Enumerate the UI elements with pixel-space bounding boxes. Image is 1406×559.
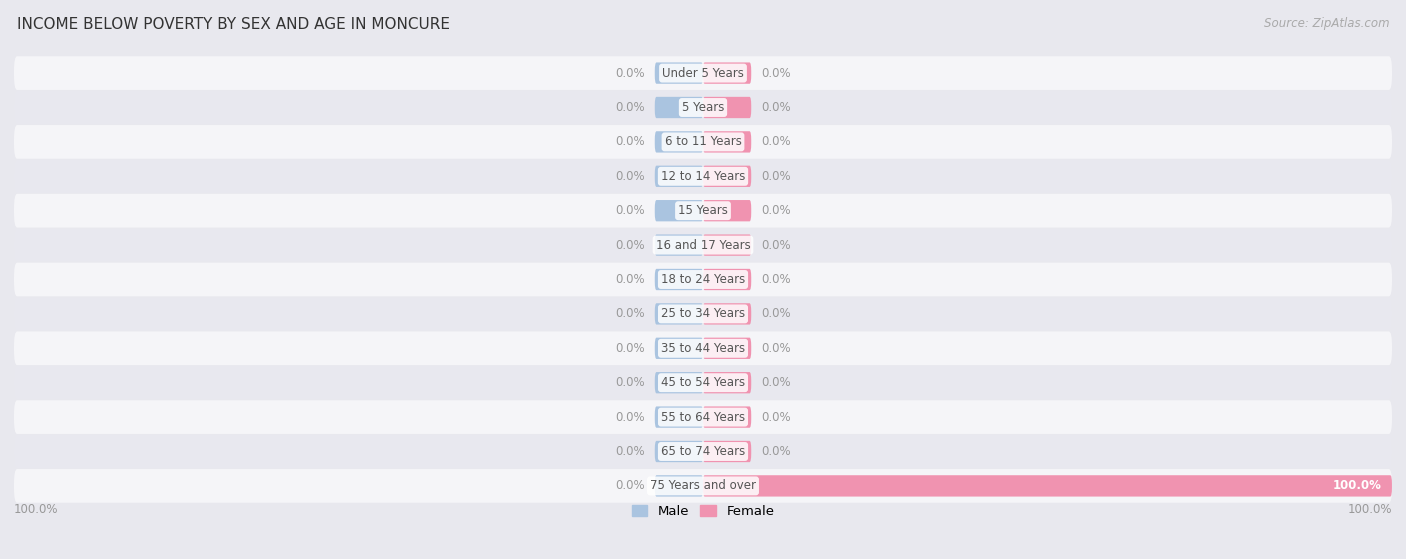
FancyBboxPatch shape xyxy=(655,97,703,118)
FancyBboxPatch shape xyxy=(703,234,751,256)
FancyBboxPatch shape xyxy=(14,297,1392,331)
Text: 0.0%: 0.0% xyxy=(762,445,792,458)
FancyBboxPatch shape xyxy=(703,406,751,428)
Text: 0.0%: 0.0% xyxy=(762,101,792,114)
Text: 0.0%: 0.0% xyxy=(762,273,792,286)
FancyBboxPatch shape xyxy=(14,194,1392,228)
Text: 0.0%: 0.0% xyxy=(614,445,644,458)
FancyBboxPatch shape xyxy=(703,338,751,359)
Text: 100.0%: 100.0% xyxy=(1347,503,1392,516)
Text: 25 to 34 Years: 25 to 34 Years xyxy=(661,307,745,320)
FancyBboxPatch shape xyxy=(655,441,703,462)
FancyBboxPatch shape xyxy=(703,303,751,325)
Text: 65 to 74 Years: 65 to 74 Years xyxy=(661,445,745,458)
Text: 16 and 17 Years: 16 and 17 Years xyxy=(655,239,751,252)
Text: 75 Years and over: 75 Years and over xyxy=(650,480,756,492)
FancyBboxPatch shape xyxy=(655,234,703,256)
Text: 0.0%: 0.0% xyxy=(614,307,644,320)
FancyBboxPatch shape xyxy=(703,200,751,221)
Text: 12 to 14 Years: 12 to 14 Years xyxy=(661,170,745,183)
FancyBboxPatch shape xyxy=(655,406,703,428)
Text: 0.0%: 0.0% xyxy=(614,239,644,252)
Text: 0.0%: 0.0% xyxy=(614,480,644,492)
FancyBboxPatch shape xyxy=(14,159,1392,193)
FancyBboxPatch shape xyxy=(14,366,1392,400)
Text: 0.0%: 0.0% xyxy=(614,67,644,79)
Text: 0.0%: 0.0% xyxy=(762,67,792,79)
Legend: Male, Female: Male, Female xyxy=(626,499,780,523)
Text: 0.0%: 0.0% xyxy=(614,170,644,183)
Text: 0.0%: 0.0% xyxy=(762,170,792,183)
FancyBboxPatch shape xyxy=(655,200,703,221)
FancyBboxPatch shape xyxy=(14,125,1392,159)
Text: 0.0%: 0.0% xyxy=(762,411,792,424)
FancyBboxPatch shape xyxy=(655,303,703,325)
Text: 100.0%: 100.0% xyxy=(14,503,59,516)
FancyBboxPatch shape xyxy=(655,131,703,153)
Text: 5 Years: 5 Years xyxy=(682,101,724,114)
Text: 6 to 11 Years: 6 to 11 Years xyxy=(665,135,741,148)
FancyBboxPatch shape xyxy=(703,269,751,290)
Text: 0.0%: 0.0% xyxy=(614,101,644,114)
FancyBboxPatch shape xyxy=(655,63,703,84)
Text: INCOME BELOW POVERTY BY SEX AND AGE IN MONCURE: INCOME BELOW POVERTY BY SEX AND AGE IN M… xyxy=(17,17,450,32)
Text: 0.0%: 0.0% xyxy=(762,204,792,217)
Text: 0.0%: 0.0% xyxy=(614,204,644,217)
FancyBboxPatch shape xyxy=(14,263,1392,296)
FancyBboxPatch shape xyxy=(14,435,1392,468)
FancyBboxPatch shape xyxy=(655,269,703,290)
Text: Under 5 Years: Under 5 Years xyxy=(662,67,744,79)
FancyBboxPatch shape xyxy=(703,131,751,153)
Text: 0.0%: 0.0% xyxy=(614,342,644,355)
FancyBboxPatch shape xyxy=(655,338,703,359)
Text: 0.0%: 0.0% xyxy=(614,376,644,389)
Text: 100.0%: 100.0% xyxy=(1333,480,1382,492)
FancyBboxPatch shape xyxy=(655,475,703,496)
Text: 35 to 44 Years: 35 to 44 Years xyxy=(661,342,745,355)
FancyBboxPatch shape xyxy=(655,372,703,394)
FancyBboxPatch shape xyxy=(703,372,751,394)
Text: 0.0%: 0.0% xyxy=(762,307,792,320)
Text: 0.0%: 0.0% xyxy=(762,342,792,355)
Text: 0.0%: 0.0% xyxy=(762,239,792,252)
Text: 0.0%: 0.0% xyxy=(762,135,792,148)
FancyBboxPatch shape xyxy=(14,91,1392,124)
FancyBboxPatch shape xyxy=(703,165,751,187)
FancyBboxPatch shape xyxy=(655,165,703,187)
FancyBboxPatch shape xyxy=(703,475,1392,496)
Text: 55 to 64 Years: 55 to 64 Years xyxy=(661,411,745,424)
Text: 18 to 24 Years: 18 to 24 Years xyxy=(661,273,745,286)
Text: 0.0%: 0.0% xyxy=(762,376,792,389)
FancyBboxPatch shape xyxy=(14,331,1392,365)
Text: 45 to 54 Years: 45 to 54 Years xyxy=(661,376,745,389)
FancyBboxPatch shape xyxy=(14,400,1392,434)
Text: Source: ZipAtlas.com: Source: ZipAtlas.com xyxy=(1264,17,1389,30)
Text: 15 Years: 15 Years xyxy=(678,204,728,217)
FancyBboxPatch shape xyxy=(14,56,1392,90)
FancyBboxPatch shape xyxy=(14,228,1392,262)
FancyBboxPatch shape xyxy=(703,97,751,118)
FancyBboxPatch shape xyxy=(703,63,751,84)
FancyBboxPatch shape xyxy=(14,469,1392,503)
Text: 0.0%: 0.0% xyxy=(614,411,644,424)
Text: 0.0%: 0.0% xyxy=(614,135,644,148)
FancyBboxPatch shape xyxy=(703,441,751,462)
Text: 0.0%: 0.0% xyxy=(614,273,644,286)
